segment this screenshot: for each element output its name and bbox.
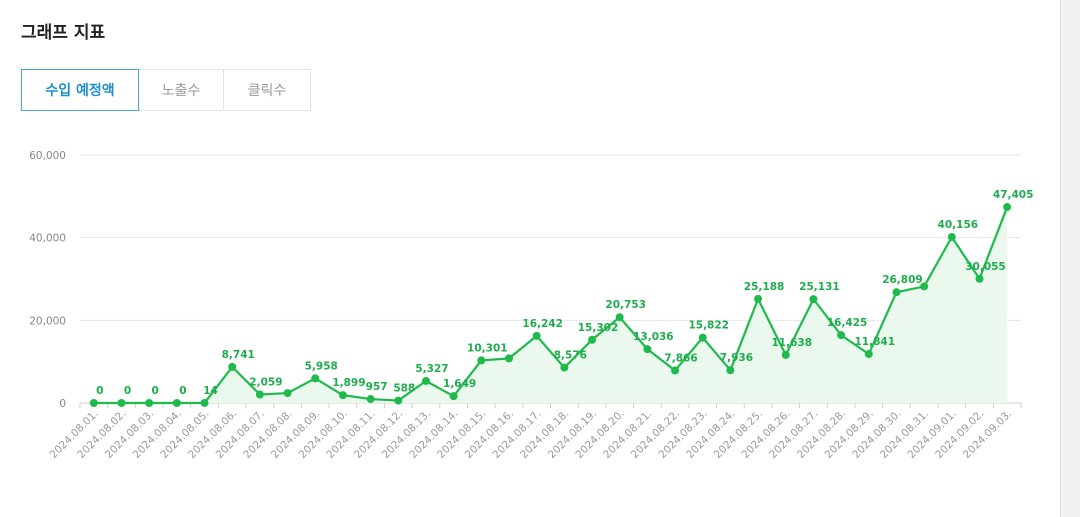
data-label: 588 [393, 383, 415, 395]
data-point [200, 398, 209, 407]
data-point [117, 399, 126, 407]
y-tick-label: 20,000 [29, 315, 66, 327]
data-label: 11,841 [855, 336, 896, 348]
data-point [671, 366, 680, 375]
data-label: 16,425 [827, 317, 868, 329]
data-point [504, 354, 513, 363]
data-label: 40,156 [938, 219, 979, 231]
data-label: 8,741 [222, 349, 255, 361]
data-point [809, 295, 818, 304]
data-point [643, 345, 652, 354]
data-label: 0 [96, 385, 103, 397]
data-label: 7,936 [720, 352, 753, 364]
data-point [1003, 203, 1012, 212]
data-label: 14 [203, 385, 218, 397]
data-point [477, 356, 486, 365]
data-label: 10,301 [467, 342, 508, 354]
data-point [532, 331, 541, 340]
data-point [781, 350, 790, 359]
metric-tabs: 수입 예정액 노출수 클릭수 [21, 69, 311, 111]
data-point [255, 390, 264, 399]
series-line [93, 206, 1009, 405]
data-point [560, 363, 569, 372]
tab-expected-revenue[interactable]: 수입 예정액 [21, 69, 139, 111]
data-label: 0 [179, 385, 186, 397]
y-tick-label: 40,000 [29, 233, 66, 245]
data-point [394, 396, 403, 405]
data-point [726, 366, 735, 375]
data-point [145, 399, 154, 407]
vertical-scrollbar[interactable] [1060, 0, 1080, 517]
data-label: 15,302 [578, 322, 619, 334]
data-point [283, 389, 292, 398]
data-label: 2,059 [249, 376, 282, 388]
series-area [93, 207, 1008, 403]
data-label: 7,866 [664, 352, 697, 364]
data-label: 1,649 [443, 378, 476, 390]
data-point [975, 274, 984, 283]
data-point [172, 399, 181, 407]
data-label: 5,958 [305, 360, 338, 372]
data-point [698, 333, 707, 342]
data-point [615, 313, 624, 322]
page-title: 그래프 지표 [21, 23, 106, 43]
data-label: 5,327 [415, 363, 448, 375]
data-label: 20,753 [605, 299, 646, 311]
y-tick-label: 0 [59, 398, 66, 410]
y-tick-label: 60,000 [29, 150, 66, 162]
data-point [754, 294, 763, 303]
data-label: 0 [124, 385, 131, 397]
data-label: 8,576 [554, 350, 587, 362]
data-label: 47,405 [993, 189, 1034, 201]
data-label: 11,638 [771, 337, 812, 349]
data-point [920, 282, 929, 291]
data-label: 15,822 [688, 320, 729, 332]
data-point [228, 362, 237, 371]
data-label: 16,242 [522, 318, 563, 330]
data-label: 1,899 [332, 377, 365, 389]
data-point [89, 399, 98, 407]
data-label: 30,055 [965, 261, 1006, 273]
data-point [892, 288, 901, 297]
data-label: 25,188 [744, 281, 785, 293]
data-point [421, 376, 430, 385]
data-point [366, 395, 375, 404]
data-point [311, 374, 320, 383]
data-label: 13,036 [633, 331, 674, 343]
data-label: 0 [152, 385, 159, 397]
tab-impressions[interactable]: 노출수 [139, 69, 224, 111]
tab-clicks[interactable]: 클릭수 [224, 69, 311, 111]
data-point [864, 350, 873, 359]
data-label: 26,809 [882, 274, 923, 286]
data-point [338, 391, 347, 400]
data-label: 25,131 [799, 281, 840, 293]
data-label: 957 [366, 381, 388, 393]
data-point [449, 392, 458, 401]
data-point [837, 331, 846, 340]
data-point [588, 335, 597, 344]
data-point [947, 233, 956, 242]
